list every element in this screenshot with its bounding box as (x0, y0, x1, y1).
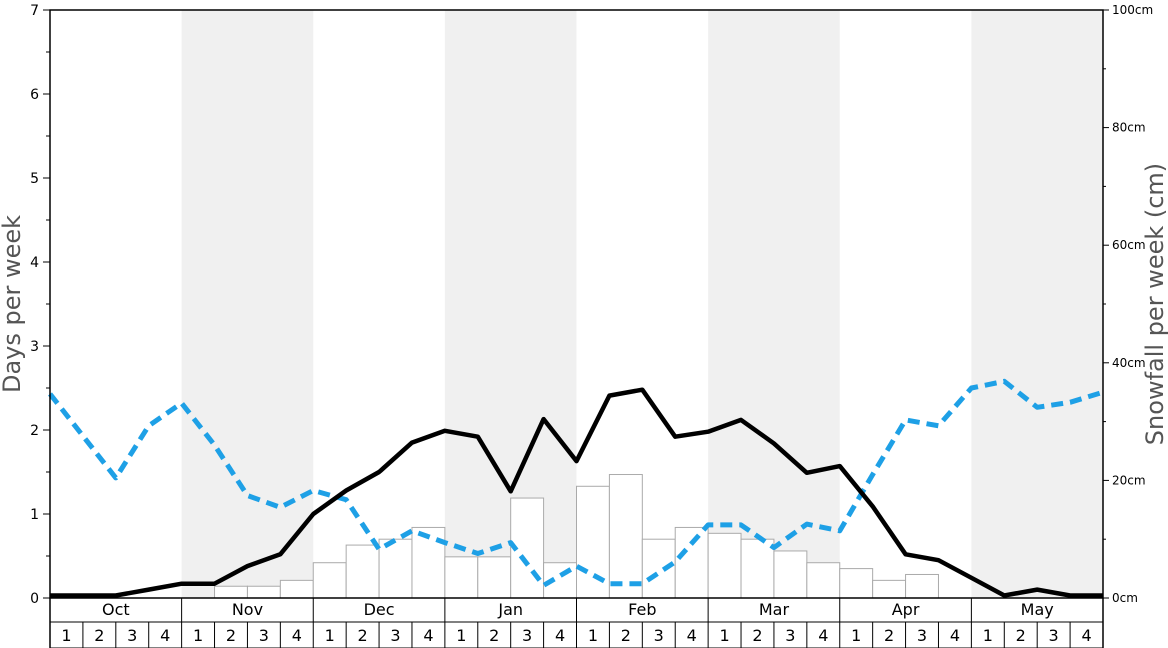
week-label: 1 (851, 626, 861, 645)
month-band-mar (708, 10, 840, 598)
snowfall-bar (576, 485, 610, 599)
month-band-nov (181, 10, 314, 598)
week-label: 1 (719, 626, 729, 645)
week-label: 1 (456, 626, 466, 645)
week-label: 2 (621, 626, 631, 645)
month-bands (181, 10, 1103, 598)
month-label-may: May (1021, 600, 1054, 619)
left-tick-label: 2 (30, 423, 39, 439)
week-label: 3 (522, 626, 532, 645)
series-lines (48, 378, 1104, 598)
week-label: 4 (423, 626, 433, 645)
week-label: 3 (1049, 626, 1059, 645)
snowfall-bar (608, 474, 643, 599)
week-label: 4 (1081, 626, 1091, 645)
right-tick-label: 0cm (1112, 591, 1138, 605)
left-tick-label: 7 (30, 3, 39, 19)
snowfall-bar (905, 573, 939, 599)
week-label: 2 (1016, 626, 1026, 645)
snowfall-bar (279, 579, 314, 599)
snowfall-bar (477, 556, 512, 599)
week-label: 3 (654, 626, 664, 645)
week-label: 4 (555, 626, 565, 645)
right-tick-label: 60cm (1112, 238, 1146, 252)
right-axis-title: Snowfall per week (cm) (1141, 163, 1168, 445)
week-label: 1 (193, 626, 203, 645)
left-tick-label: 5 (30, 171, 39, 187)
month-label-nov: Nov (232, 600, 263, 619)
week-label: 3 (917, 626, 927, 645)
week-label: 1 (588, 626, 598, 645)
week-label: 3 (127, 626, 137, 645)
solid-series-line (50, 387, 1103, 598)
week-label: 4 (687, 626, 697, 645)
left-tick-label: 0 (30, 591, 39, 607)
month-label-oct: Oct (102, 600, 130, 619)
week-label: 2 (226, 626, 236, 645)
left-axis-title: Days per week (0, 215, 26, 393)
left-tick-label: 1 (30, 507, 39, 523)
month-label-dec: Dec (364, 600, 395, 619)
week-label: 4 (818, 626, 828, 645)
snowfall-bar (345, 544, 380, 599)
snowfall-bar (773, 550, 808, 599)
left-tick-label: 3 (30, 339, 39, 355)
week-label: 4 (160, 626, 170, 645)
month-label-apr: Apr (892, 600, 920, 619)
snowfall-bar (444, 556, 479, 599)
snowfall-bar (641, 538, 676, 599)
left-axis: 0 1 2 3 4 5 6 7 (30, 3, 50, 607)
week-label: 2 (94, 626, 104, 645)
left-tick-label: 6 (30, 87, 39, 103)
week-label: 4 (950, 626, 960, 645)
month-label-feb: Feb (628, 600, 656, 619)
snowfall-bar (674, 526, 709, 599)
month-label-mar: Mar (759, 600, 790, 619)
snowfall-bar (312, 562, 347, 599)
snowfall-bar (378, 538, 413, 599)
week-label: 1 (983, 626, 993, 645)
week-label: 1 (325, 626, 335, 645)
right-axis: 0cm 20cm 40cm 60cm 80cm 100cm (1103, 3, 1153, 605)
week-label: 2 (884, 626, 894, 645)
week-label: 2 (752, 626, 762, 645)
week-label: 3 (259, 626, 269, 645)
snowfall-bar (740, 538, 775, 599)
week-label: 2 (358, 626, 368, 645)
snowfall-bar (214, 585, 248, 599)
week-label: 3 (390, 626, 400, 645)
week-label: 1 (61, 626, 71, 645)
week-label: 3 (785, 626, 795, 645)
snowfall-bar (806, 562, 841, 599)
left-tick-label: 4 (30, 255, 39, 271)
right-tick-label: 80cm (1112, 121, 1146, 135)
right-tick-label: 100cm (1112, 3, 1153, 17)
snowfall-bar (707, 532, 742, 599)
month-label-jan: Jan (497, 600, 523, 619)
right-tick-label: 20cm (1112, 473, 1146, 487)
snowfall-bar (872, 579, 907, 599)
week-label: 2 (489, 626, 499, 645)
x-axis-table: Oct 1 2 3 4 Nov 1 2 3 4 Dec 1 2 3 4 Jan 1 2 3 4 Feb 1 2 3 4 Mar 1 2… (49, 598, 1104, 648)
right-tick-label: 40cm (1112, 356, 1146, 370)
dashed-series-line (48, 378, 1104, 588)
snowfall-bar (246, 585, 281, 599)
snowfall-bar (839, 568, 874, 599)
week-label: 4 (292, 626, 302, 645)
month-band-may (971, 10, 1103, 598)
